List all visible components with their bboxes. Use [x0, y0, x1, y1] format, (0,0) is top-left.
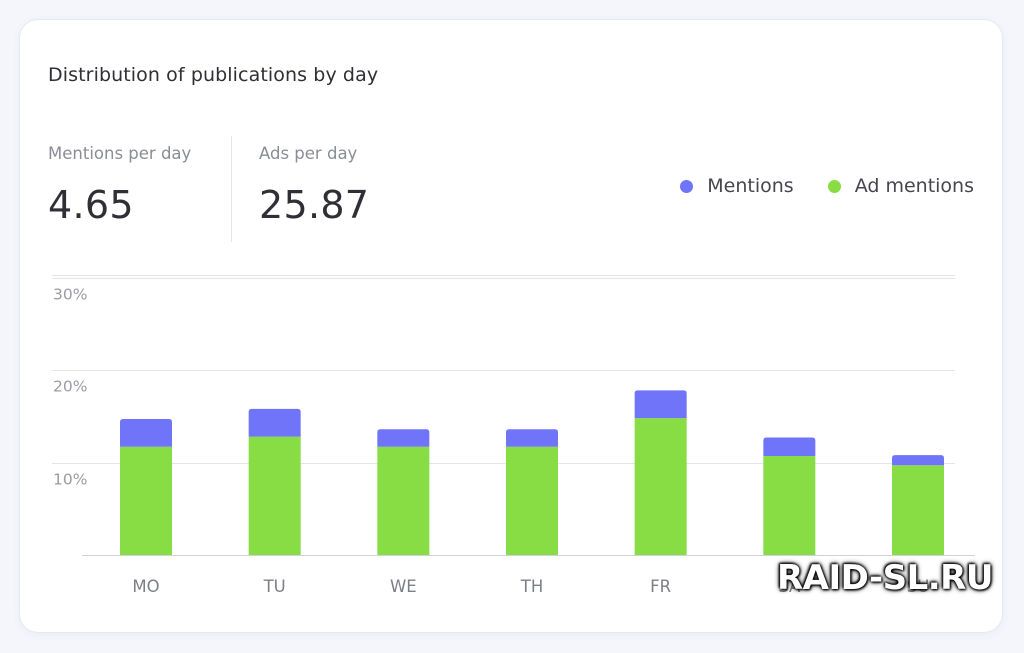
- x-tick-label: FR: [650, 577, 671, 596]
- bar-ad-mentions: [248, 436, 301, 555]
- stat-value: 4.65: [48, 183, 134, 227]
- bar-ad-mentions: [634, 418, 687, 555]
- legend-item-mentions[interactable]: Mentions: [680, 175, 794, 197]
- x-tick-label: WE: [390, 577, 417, 596]
- stat-mentions-per-day: Mentions per day 4.65: [48, 144, 191, 227]
- watermark-text: RAID-SL.RU: [777, 558, 993, 598]
- legend-label: Mentions: [707, 175, 794, 197]
- bar-ad-mentions: [377, 446, 430, 555]
- bar-mentions: [120, 419, 172, 447]
- bar-mentions: [763, 437, 816, 457]
- card-title: Distribution of publications by day: [48, 64, 379, 86]
- chart-card: Distribution of publications by day Ment…: [20, 20, 1002, 632]
- bar-ad-mentions: [120, 446, 172, 555]
- bar-mentions: [634, 390, 687, 419]
- bar-ad-mentions: [892, 465, 944, 555]
- legend-dot-icon: [680, 179, 694, 193]
- stat-ads-per-day: Ads per day 25.87: [259, 144, 369, 227]
- x-tick-label: TH: [520, 577, 544, 596]
- bar-mentions: [377, 429, 430, 447]
- chart-legend: Mentions Ad mentions: [680, 175, 974, 197]
- legend-item-ad-mentions[interactable]: Ad mentions: [827, 175, 974, 197]
- bar-mentions: [506, 429, 558, 447]
- y-tick-label: 20%: [53, 378, 87, 396]
- x-tick-label: MO: [132, 577, 159, 596]
- y-tick-label: 10%: [53, 471, 87, 489]
- bar-mentions: [248, 408, 301, 437]
- x-tick-label: SA: [778, 577, 801, 596]
- y-tick-label: 30%: [53, 286, 87, 304]
- stat-value: 25.87: [259, 183, 370, 227]
- bar-ad-mentions: [763, 456, 816, 555]
- legend-label: Ad mentions: [854, 175, 974, 197]
- x-tick-label: TU: [263, 577, 286, 596]
- stat-label: Ads per day: [259, 144, 358, 163]
- bar-mentions: [892, 455, 944, 466]
- bar-chart: 10% 20% 30% MO TU WE TH FR SA SU: [52, 275, 975, 596]
- stat-divider: [231, 136, 232, 242]
- bar-ad-mentions: [506, 446, 558, 555]
- stat-label: Mentions per day: [48, 144, 192, 163]
- x-tick-label: SU: [907, 577, 930, 596]
- legend-dot-icon: [827, 179, 841, 193]
